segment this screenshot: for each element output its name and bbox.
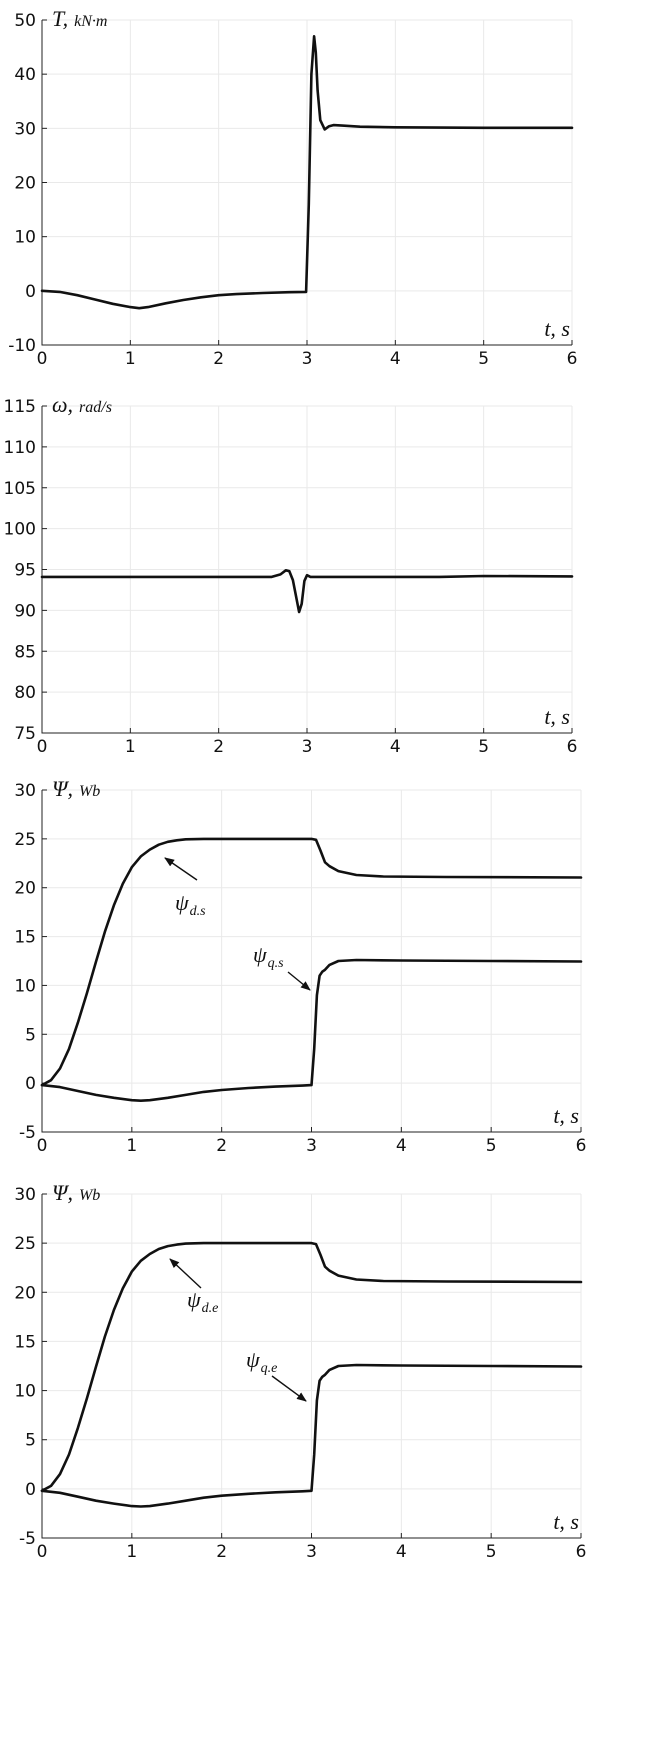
x-tick-label: 5 (478, 349, 489, 369)
y-tick-label: 50 (14, 11, 36, 31)
y-axis-label: Ψ, Wb (52, 1180, 100, 1205)
y-tick-label: 5 (25, 1025, 36, 1045)
y-tick-label: 115 (4, 397, 36, 417)
series-line-1 (40, 569, 574, 614)
y-tick-label: 0 (25, 1480, 36, 1500)
series-label: ψq.s (253, 942, 284, 971)
y-tick-label: 0 (25, 1074, 36, 1094)
series-label: ψd.s (175, 890, 206, 919)
series-arrow (169, 1258, 202, 1289)
x-tick-label: 4 (390, 349, 401, 369)
x-tick-label: 6 (567, 737, 578, 757)
x-tick-label: 0 (37, 737, 48, 757)
y-tick-label: 80 (14, 683, 36, 703)
y-tick-label: 110 (4, 438, 36, 458)
x-axis-label: t, s (544, 316, 570, 341)
series-label: ψd.e (187, 1287, 218, 1316)
series-label: ψq.e (246, 1347, 277, 1376)
series-line-2 (40, 1363, 583, 1508)
x-axis-label: t, s (553, 1103, 579, 1128)
y-tick-label: 5 (25, 1431, 36, 1451)
series-label-subscript: d.s (190, 904, 207, 919)
chart-panel-2: 0 1 2 3 4 5 6 75 80 85 90 95 100 105 110 115 ω, rad/s t, s (4, 392, 578, 757)
y-tick-label: 30 (14, 1185, 36, 1205)
y-tick-label: -5 (19, 1529, 36, 1549)
x-tick-label: 3 (306, 1136, 317, 1156)
x-tick-label: 5 (486, 1542, 497, 1562)
series-line-1 (40, 837, 583, 1087)
y-tick-label: 85 (14, 642, 36, 662)
y-tick-label: 20 (14, 879, 36, 899)
x-tick-label: 1 (126, 1136, 137, 1156)
y-tick-label: 15 (14, 928, 36, 948)
series-arrow (271, 1375, 307, 1402)
x-tick-label: 6 (567, 349, 578, 369)
x-tick-label: 0 (37, 349, 48, 369)
y-tick-label: 75 (14, 724, 36, 744)
x-tick-label: 5 (486, 1136, 497, 1156)
y-axis-unit: Wb (79, 1187, 100, 1204)
y-tick-label: 100 (4, 520, 36, 540)
y-tick-label: 40 (14, 65, 36, 85)
y-tick-label: 20 (14, 174, 36, 194)
x-tick-label: 0 (37, 1542, 48, 1562)
x-tick-label: 3 (302, 349, 313, 369)
x-tick-label: 4 (396, 1136, 407, 1156)
x-tick-label: 4 (396, 1542, 407, 1562)
y-axis-unit: Wb (79, 783, 100, 800)
y-tick-label: 95 (14, 561, 36, 581)
y-tick-label: -10 (8, 336, 36, 356)
series-arrow (164, 857, 198, 881)
y-tick-label: 0 (25, 282, 36, 302)
y-axis-label: Ψ, Wb (52, 776, 100, 801)
x-tick-label: 1 (126, 1542, 137, 1562)
y-axis-label: ω, rad/s (52, 392, 112, 417)
x-tick-label: 1 (125, 737, 136, 757)
x-tick-label: 3 (306, 1542, 317, 1562)
x-tick-label: 6 (576, 1542, 587, 1562)
x-axis-label: t, s (553, 1509, 579, 1534)
x-axis-label: t, s (544, 704, 570, 729)
x-tick-label: 0 (37, 1136, 48, 1156)
x-tick-label: 4 (390, 737, 401, 757)
series-label-subscript: d.e (202, 1301, 219, 1316)
x-tick-label: 6 (576, 1136, 587, 1156)
series-label-subscript: q.s (268, 956, 285, 971)
y-tick-label: 20 (14, 1283, 36, 1303)
x-tick-label: 2 (213, 349, 224, 369)
y-tick-label: 90 (14, 601, 36, 621)
series-line-1 (40, 1241, 583, 1493)
x-tick-label: 2 (213, 737, 224, 757)
x-tick-label: 2 (216, 1136, 227, 1156)
y-tick-label: 10 (14, 1382, 36, 1402)
y-tick-label: -5 (19, 1123, 36, 1143)
y-axis-label: T, kN·m (52, 6, 107, 31)
y-tick-label: 10 (14, 228, 36, 248)
y-tick-label: 15 (14, 1332, 36, 1352)
x-tick-label: 1 (125, 349, 136, 369)
x-tick-label: 2 (216, 1542, 227, 1562)
y-tick-label: 30 (14, 119, 36, 139)
y-tick-label: 25 (14, 1234, 36, 1254)
series-arrow (287, 971, 311, 991)
y-tick-label: 105 (4, 479, 36, 499)
y-axis-unit: kN·m (74, 13, 107, 30)
series-label-subscript: q.e (261, 1361, 278, 1376)
x-tick-label: 3 (302, 737, 313, 757)
y-axis-unit: rad/s (79, 399, 112, 416)
x-tick-label: 5 (478, 737, 489, 757)
y-tick-label: 30 (14, 781, 36, 801)
y-tick-label: 25 (14, 830, 36, 850)
series-line-2 (40, 958, 583, 1102)
series-line-1 (40, 35, 574, 310)
y-tick-label: 10 (14, 976, 36, 996)
